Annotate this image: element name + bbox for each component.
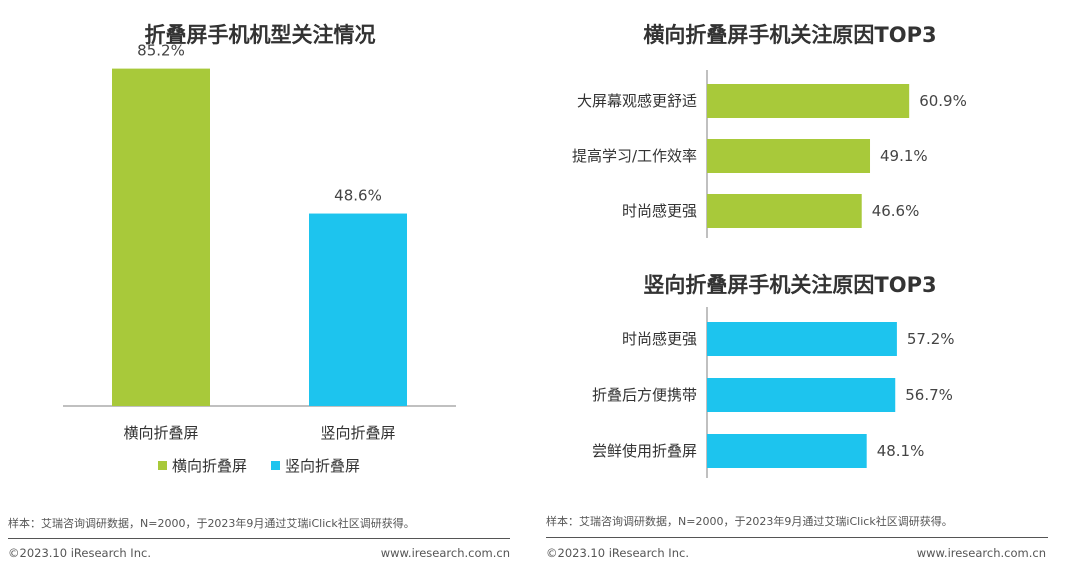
copyright: ©2023.10 iResearch Inc. xyxy=(546,546,689,560)
h-chart-category-label-3: 时尚感更强 xyxy=(622,202,697,220)
v-chart-data-label-1: 57.2% xyxy=(907,330,955,348)
v-chart-data-label-2: 56.7% xyxy=(905,386,953,404)
v-chart-bar-3 xyxy=(707,434,867,468)
x-tick-label-1: 横向折叠屏 xyxy=(123,424,198,442)
sample-note: 样本：艾瑞咨询调研数据，N=2000，于2023年9月通过艾瑞iClick社区调… xyxy=(8,517,415,530)
h-chart-bar-2 xyxy=(707,139,871,173)
v-chart-data-label-3: 48.1% xyxy=(877,442,925,460)
legend-swatch-1 xyxy=(158,461,167,470)
website: www.iresearch.com.cn xyxy=(916,546,1046,560)
v-chart-category-label-1: 时尚感更强 xyxy=(622,330,697,348)
h-chart-category-label-1: 大屏幕观感更舒适 xyxy=(577,92,697,110)
legend-swatch-2 xyxy=(271,461,280,470)
data-label-2: 48.6% xyxy=(334,187,382,205)
website: www.iresearch.com.cn xyxy=(380,546,510,560)
right-panel: 横向折叠屏手机关注原因TOP3 大屏幕观感更舒适 60.9% 提高学习/工作效率 49.… xyxy=(540,0,1080,570)
legend: 横向折叠屏 竖向折叠屏 xyxy=(158,457,360,475)
x-tick-label-2: 竖向折叠屏 xyxy=(320,424,395,442)
h-chart-bar-3 xyxy=(707,194,862,228)
data-label-1: 85.2% xyxy=(137,42,185,60)
legend-label-1: 横向折叠屏 xyxy=(172,457,247,475)
divider-line xyxy=(8,538,510,539)
horizontal-bar-charts: 横向折叠屏手机关注原因TOP3 大屏幕观感更舒适 60.9% 提高学习/工作效率 49.… xyxy=(572,23,967,478)
v-chart-bar-1 xyxy=(707,322,897,356)
v-chart-category-label-2: 折叠后方便携带 xyxy=(592,386,697,404)
h-chart-data-label-3: 46.6% xyxy=(872,202,920,220)
divider-line xyxy=(546,537,1048,538)
chart-title: 折叠屏手机机型关注情况 xyxy=(145,23,376,47)
h-chart-category-label-2: 提高学习/工作效率 xyxy=(572,147,697,165)
sample-note: 样本：艾瑞咨询调研数据，N=2000，于2023年9月通过艾瑞iClick社区调… xyxy=(546,515,953,528)
left-panel: 折叠屏手机机型关注情况 85.2% 横向折叠屏 48.6% 竖向折叠屏 横向折叠屏 竖向折叠… xyxy=(8,23,510,560)
h-chart-title: 横向折叠屏手机关注原因TOP3 xyxy=(643,23,936,47)
v-chart-title: 竖向折叠屏手机关注原因TOP3 xyxy=(643,273,936,297)
bar-2 xyxy=(309,213,407,406)
h-chart-bar-1 xyxy=(707,84,910,118)
v-chart-category-label-3: 尝鲜使用折叠屏 xyxy=(592,442,697,460)
legend-label-2: 竖向折叠屏 xyxy=(285,457,360,475)
copyright: ©2023.10 iResearch Inc. xyxy=(8,546,151,560)
bar-1 xyxy=(112,68,210,406)
h-chart-data-label-1: 60.9% xyxy=(919,92,967,110)
h-chart-data-label-2: 49.1% xyxy=(880,147,928,165)
v-chart-bar-2 xyxy=(707,378,896,412)
